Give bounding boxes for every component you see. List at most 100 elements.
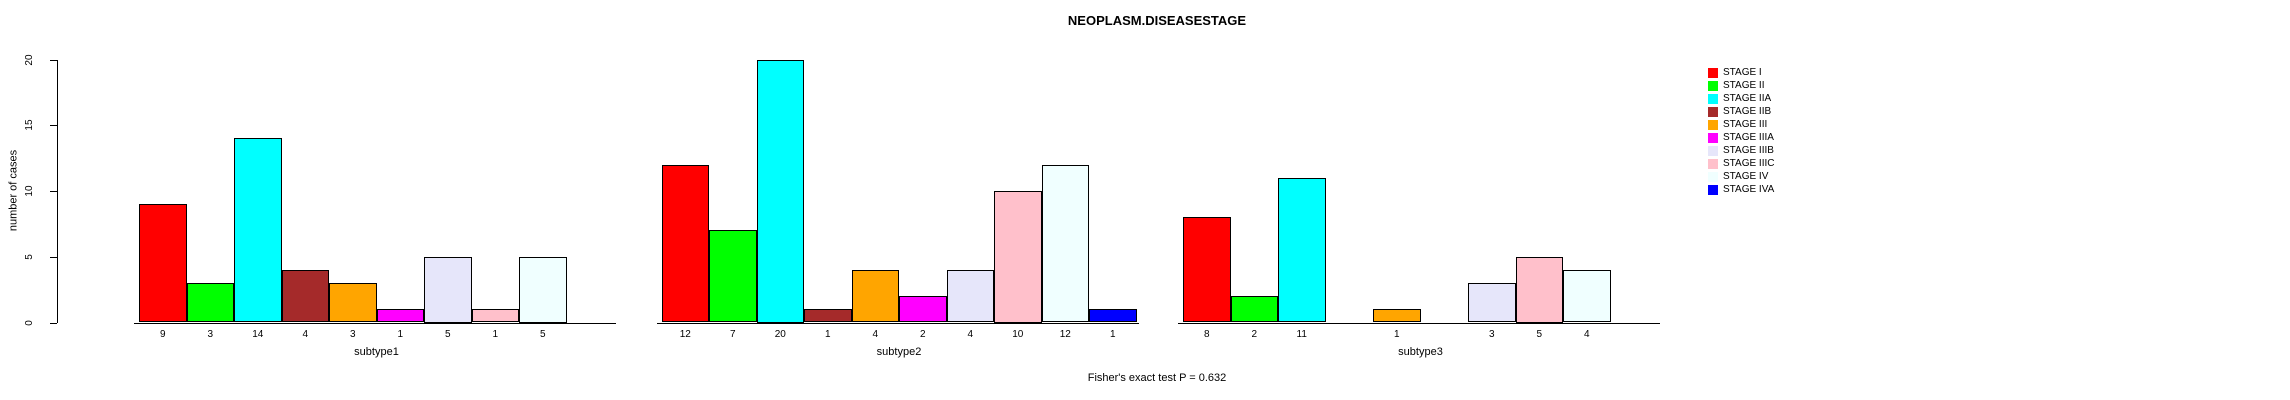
bar-stage-iiic xyxy=(994,191,1042,323)
legend-item: STAGE IV xyxy=(1708,170,1775,183)
bar-value-label: 4 xyxy=(302,328,309,340)
legend-item: STAGE IIA xyxy=(1708,92,1775,105)
legend-label: STAGE IIIB xyxy=(1723,145,1774,156)
bar-stage-iii xyxy=(1373,309,1421,323)
bar-value-label: 4 xyxy=(872,328,879,340)
bar-value-label: 1 xyxy=(1393,328,1400,340)
y-axis-tick-label: 0 xyxy=(24,319,35,326)
legend-label: STAGE I xyxy=(1723,67,1762,78)
legend-label: STAGE IIIA xyxy=(1723,132,1774,143)
bar-stage-iva xyxy=(1089,309,1137,323)
legend-item: STAGE IIIC xyxy=(1708,157,1775,170)
legend-swatch-icon xyxy=(1708,93,1718,104)
bar-stage-iiic xyxy=(471,309,519,323)
bar-stage-iia xyxy=(234,138,282,323)
bar-value-label: 1 xyxy=(824,328,831,340)
legend-item: STAGE IIIB xyxy=(1708,144,1775,157)
bar-stage-iii xyxy=(851,269,899,323)
bar-stage-i xyxy=(661,164,709,323)
chart-title: NEOPLASM.DISEASESTAGE xyxy=(1067,13,1247,28)
legend-item: STAGE IVA xyxy=(1708,183,1775,196)
bar-value-label: 12 xyxy=(679,328,691,340)
x-axis-line xyxy=(1178,322,1660,324)
y-axis-tick-label: 10 xyxy=(24,185,35,197)
legend-swatch-icon xyxy=(1708,106,1718,117)
legend-label: STAGE IIIC xyxy=(1723,158,1775,169)
bar-value-label: 1 xyxy=(397,328,404,340)
bar-stage-iv xyxy=(1041,164,1089,323)
legend-item: STAGE II xyxy=(1708,79,1775,92)
legend-item: STAGE IIB xyxy=(1708,105,1775,118)
fisher-test-annotation: Fisher's exact test P = 0.632 xyxy=(1087,372,1227,384)
bar-stage-iia xyxy=(1278,177,1326,323)
bar-stage-ii xyxy=(186,283,234,323)
bar-value-label: 2 xyxy=(1251,328,1258,340)
legend-swatch-icon xyxy=(1708,145,1718,156)
bar-value-label: 7 xyxy=(729,328,736,340)
y-axis-label: number of cases xyxy=(7,149,20,232)
legend-swatch-icon xyxy=(1708,119,1718,130)
bar-stage-i xyxy=(139,204,187,323)
y-axis-tick xyxy=(50,125,57,127)
bar-stage-iiic xyxy=(1515,256,1563,323)
bar-stage-iiia xyxy=(899,296,947,323)
bar-value-label: 3 xyxy=(207,328,214,340)
bar-value-label: 11 xyxy=(1296,328,1307,340)
y-axis-tick xyxy=(50,322,57,324)
y-axis-tick-label: 20 xyxy=(24,53,35,66)
legend-swatch-icon xyxy=(1708,158,1718,169)
bar-value-label: 1 xyxy=(1109,328,1116,340)
bar-value-label: 9 xyxy=(159,328,166,340)
bar-value-label: 8 xyxy=(1203,328,1210,340)
bar-stage-ii xyxy=(709,230,757,323)
bar-value-label: 12 xyxy=(1059,328,1071,340)
bar-stage-iiib xyxy=(424,256,472,323)
bar-stage-iib xyxy=(804,309,852,323)
bar-value-label: 2 xyxy=(919,328,926,340)
legend-label: STAGE IVA xyxy=(1723,184,1775,195)
y-axis-tick-label: 5 xyxy=(24,253,35,260)
bar-value-label: 14 xyxy=(252,328,264,340)
legend-label: STAGE III xyxy=(1723,119,1768,130)
bar-stage-iv xyxy=(1563,269,1611,323)
bar-value-label: 1 xyxy=(492,328,499,340)
bar-value-label: 4 xyxy=(1583,328,1590,340)
x-axis-group-label: subtype1 xyxy=(354,345,399,358)
legend-item: STAGE I xyxy=(1708,66,1775,79)
legend-label: STAGE II xyxy=(1723,80,1765,91)
y-axis-tick xyxy=(50,256,57,258)
legend-swatch-icon xyxy=(1708,80,1718,91)
legend-label: STAGE IIA xyxy=(1723,93,1772,104)
y-axis-tick xyxy=(50,59,57,61)
legend-label: STAGE IV xyxy=(1723,171,1769,182)
bar-value-label: 5 xyxy=(1536,328,1543,340)
y-axis-tick xyxy=(50,191,57,192)
bar-value-label: 3 xyxy=(349,328,356,340)
bar-value-label: 20 xyxy=(774,328,786,340)
bar-value-label: 5 xyxy=(444,328,451,340)
legend-item: STAGE III xyxy=(1708,118,1775,131)
legend-item: STAGE IIIA xyxy=(1708,131,1775,144)
legend-swatch-icon xyxy=(1708,132,1718,143)
x-axis-line xyxy=(656,322,1139,324)
bar-stage-iiib xyxy=(1468,283,1516,323)
bar-stage-iv xyxy=(519,256,567,323)
bar-stage-ii xyxy=(1230,296,1278,323)
legend-label: STAGE IIB xyxy=(1723,106,1772,117)
bar-stage-iiib xyxy=(946,269,994,323)
bar-value-label: 4 xyxy=(967,328,974,340)
bar-value-label: 3 xyxy=(1488,328,1495,340)
x-axis-group-label: subtype2 xyxy=(876,345,922,358)
y-axis-tick-label: 15 xyxy=(24,119,35,131)
y-axis-line xyxy=(57,59,58,323)
bar-stage-iii xyxy=(329,283,377,323)
legend-swatch-icon xyxy=(1708,184,1718,195)
legend-swatch-icon xyxy=(1708,171,1718,182)
bar-stage-i xyxy=(1183,217,1231,323)
bar-value-label: 10 xyxy=(1012,328,1024,340)
legend-swatch-icon xyxy=(1708,67,1718,78)
bar-stage-iib xyxy=(281,269,329,323)
x-axis-group-label: subtype3 xyxy=(1398,345,1443,358)
bar-stage-iiia xyxy=(376,309,424,323)
